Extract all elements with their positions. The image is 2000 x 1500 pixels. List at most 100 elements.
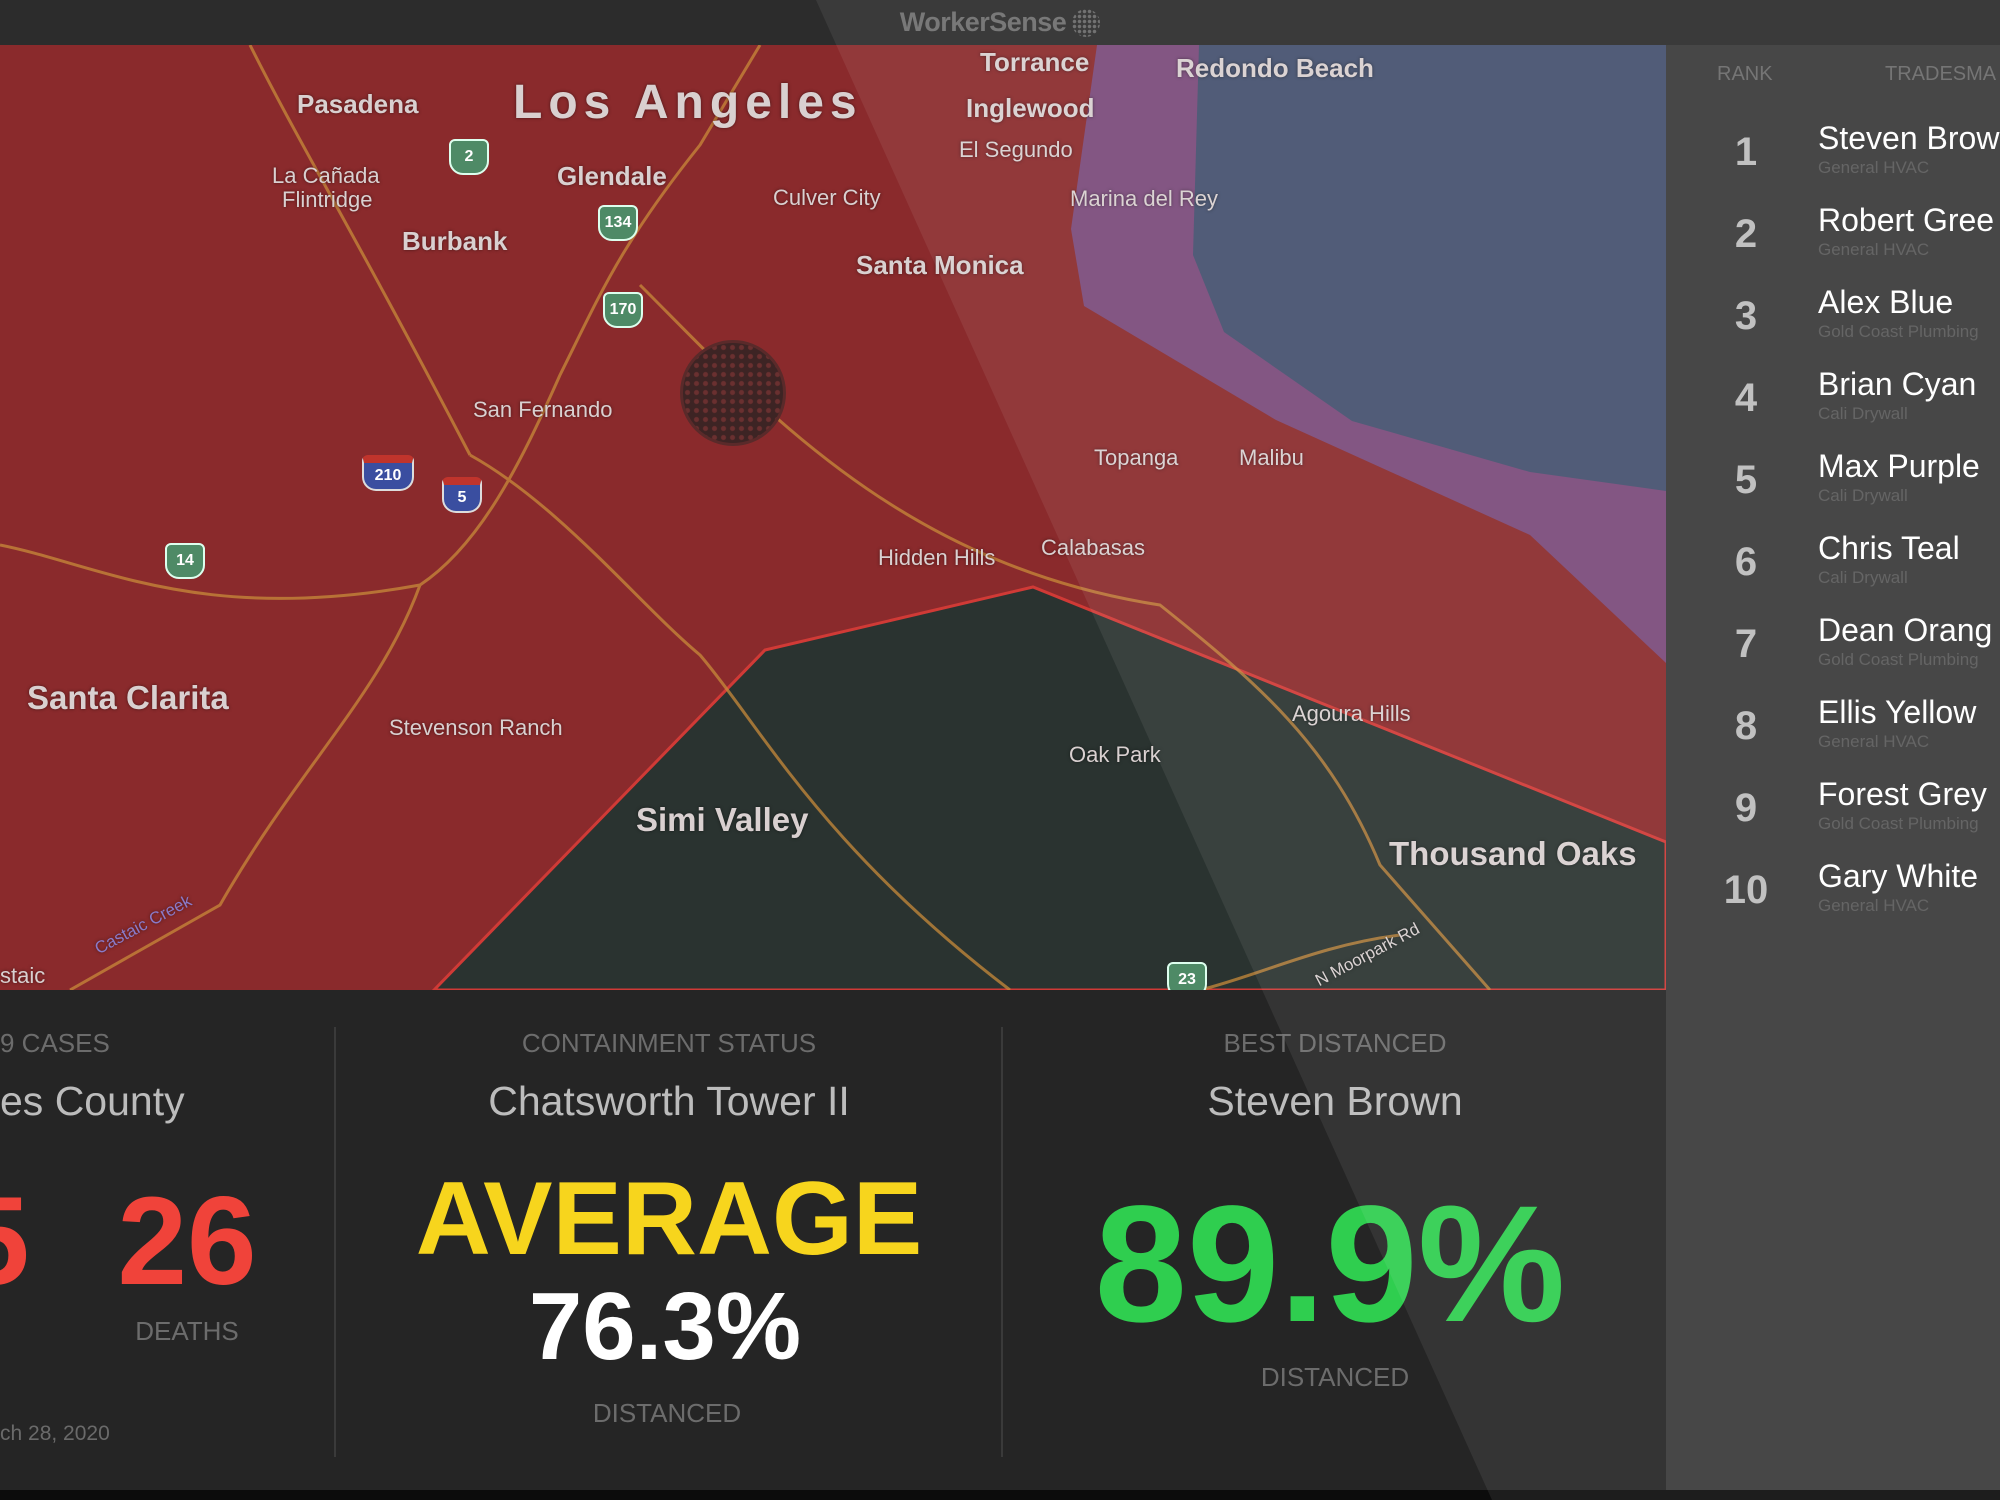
map-label: La Cañada	[272, 163, 380, 188]
rank-number: 5	[1734, 458, 1758, 502]
tradesman-name: Dean Orang	[1818, 612, 1993, 648]
tradesman-company: Cali Drywall	[1818, 404, 1908, 423]
highway-shield: 23	[1167, 962, 1207, 990]
map[interactable]: Pasadena Los Angeles Torrance Redondo Be…	[0, 45, 1666, 990]
cases-region: es County	[0, 1078, 185, 1124]
top-bar: WorkerSense	[0, 0, 2000, 45]
dot-grid-icon	[1072, 8, 1101, 37]
rank-number: 1	[1734, 130, 1758, 174]
map-label: Calabasas	[1041, 535, 1145, 560]
rank-number: 10	[1723, 868, 1769, 912]
rank-number: 8	[1734, 704, 1758, 748]
map-label: Culver City	[773, 185, 881, 210]
containment-status: AVERAGE	[415, 1161, 923, 1277]
map-label: Malibu	[1239, 445, 1304, 470]
tradesman-company: General HVAC	[1818, 896, 1930, 915]
tradesman-name: Alex Blue	[1818, 284, 1954, 320]
map-label: Pasadena	[297, 89, 419, 119]
rank-number: 2	[1734, 212, 1758, 256]
interstate-shield: 5	[442, 477, 482, 513]
map-label: staic	[0, 963, 46, 988]
tradesman-name: Ellis Yellow	[1818, 694, 1977, 730]
tradesman-header: TRADESMA	[1885, 63, 1997, 85]
map-label: Simi Valley	[636, 801, 809, 838]
rank-number: 4	[1734, 376, 1758, 420]
stats-panel: 9 CASES es County 5 26 DEATHS ch 28, 202…	[0, 990, 1666, 1490]
containment-value-label: DISTANCED	[592, 1398, 742, 1428]
highway-shield: 170	[603, 292, 643, 328]
tradesman-company: General HVAC	[1818, 158, 1930, 177]
tradesman-company: Gold Coast Plumbing	[1818, 650, 1979, 669]
tradesman-company: General HVAC	[1818, 240, 1930, 259]
map-label: Santa Clarita	[27, 679, 229, 716]
map-label: San Fernando	[473, 397, 613, 422]
map-label: Burbank	[402, 226, 508, 256]
cases-label: 9 CASES	[0, 1028, 110, 1058]
map-label: Hidden Hills	[878, 545, 996, 570]
deaths-label: DEATHS	[135, 1316, 239, 1346]
highway-shield: 134	[598, 205, 638, 241]
map-label: Topanga	[1094, 445, 1179, 470]
tradesman-company: Cali Drywall	[1818, 568, 1908, 587]
divider	[334, 1027, 336, 1457]
deaths-value: 26	[117, 1172, 257, 1311]
leaderboard-row[interactable]: 7 Dean Orang Gold Coast Plumbing	[1666, 612, 2000, 692]
green-zone	[431, 585, 1666, 990]
app-logo: WorkerSense	[900, 7, 1101, 38]
rank-number: 9	[1734, 786, 1758, 830]
leaderboard-row[interactable]: 3 Alex Blue Gold Coast Plumbing	[1666, 284, 2000, 364]
tradesman-company: Gold Coast Plumbing	[1818, 322, 1979, 341]
leaderboard-row[interactable]: 4 Brian Cyan Cali Drywall	[1666, 366, 2000, 446]
leaderboard-row[interactable]: 9 Forest Grey Gold Coast Plumbing	[1666, 776, 2000, 856]
best-label: BEST DISTANCED	[1223, 1028, 1447, 1058]
best-value-label: DISTANCED	[1260, 1362, 1410, 1392]
rank-number: 3	[1734, 294, 1758, 338]
map-label: Stevenson Ranch	[389, 715, 563, 740]
containment-site: Chatsworth Tower II	[488, 1078, 850, 1124]
cases-value: 5	[0, 1170, 30, 1313]
containment-value: 76.3%	[528, 1273, 802, 1380]
rank-number: 7	[1734, 622, 1758, 666]
leaderboard-row[interactable]: 10 Gary White General HVAC	[1666, 858, 2000, 938]
leaderboard-row[interactable]: 5 Max Purple Cali Drywall	[1666, 448, 2000, 528]
map-label: Thousand Oaks	[1389, 835, 1637, 872]
tradesman-name: Max Purple	[1818, 448, 1980, 484]
app-title: WorkerSense	[899, 7, 1067, 37]
map-label: Santa Monica	[856, 250, 1024, 280]
containment-label: CONTAINMENT STATUS	[521, 1028, 817, 1058]
map-label: El Segundo	[959, 137, 1073, 162]
cases-date: ch 28, 2020	[0, 1422, 110, 1445]
leaderboard-row[interactable]: 8 Ellis Yellow General HVAC	[1666, 694, 2000, 774]
leaderboard: RANK TRADESMA 1 Steven Brow General HVAC…	[1666, 45, 2000, 1490]
map-label: Inglewood	[966, 93, 1095, 123]
map-label: Marina del Rey	[1070, 186, 1218, 211]
map-label: Oak Park	[1069, 742, 1161, 767]
map-zones	[0, 45, 1666, 990]
tradesman-name: Brian Cyan	[1818, 366, 1977, 402]
leaderboard-row[interactable]: 1 Steven Brow General HVAC	[1666, 120, 2000, 200]
leaderboard-row[interactable]: 6 Chris Teal Cali Drywall	[1666, 530, 2000, 610]
best-worker: Steven Brown	[1207, 1078, 1463, 1124]
rank-header: RANK	[1717, 63, 1773, 85]
map-label: Redondo Beach	[1176, 53, 1374, 83]
ocean	[1193, 45, 1666, 491]
map-label: Agoura Hills	[1292, 701, 1411, 726]
tradesman-name: Chris Teal	[1818, 530, 1960, 566]
location-pin-icon[interactable]	[680, 340, 786, 446]
map-label: Flintridge	[282, 187, 373, 212]
tradesman-name: Gary White	[1818, 858, 1979, 894]
best-value: 89.9%	[1094, 1172, 1566, 1357]
map-label: Glendale	[557, 161, 667, 191]
leaderboard-row[interactable]: 2 Robert Gree General HVAC	[1666, 202, 2000, 282]
footer-strip	[0, 1490, 2000, 1500]
divider	[1001, 1027, 1003, 1457]
map-label-city: Los Angeles	[513, 76, 863, 129]
tradesman-name: Steven Brow	[1818, 120, 2000, 156]
highway-shield: 14	[165, 543, 205, 579]
tradesman-name: Forest Grey	[1818, 776, 1987, 812]
tradesman-company: Gold Coast Plumbing	[1818, 814, 1979, 833]
map-label: Torrance	[980, 47, 1090, 77]
tradesman-company: Cali Drywall	[1818, 486, 1908, 505]
highway-shield: 2	[449, 139, 489, 175]
rank-number: 6	[1734, 540, 1758, 584]
